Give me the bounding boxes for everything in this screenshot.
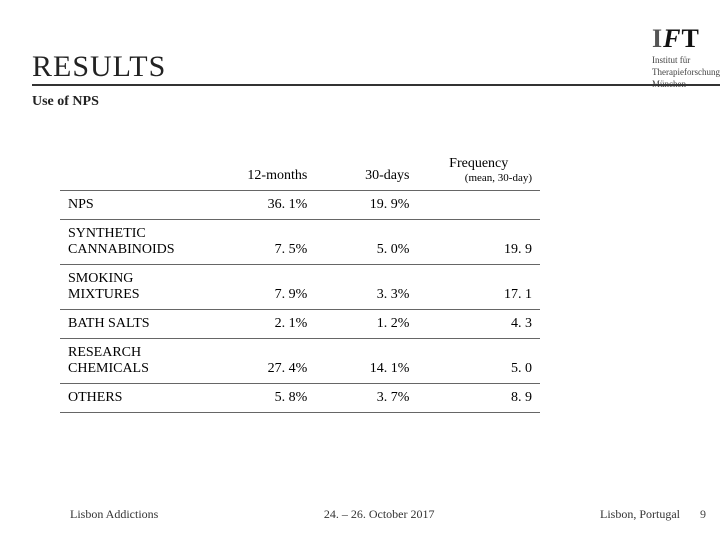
header: RESULTS I F T Institut für Therapieforsc… <box>32 38 720 90</box>
footer-left: Lisbon Addictions <box>70 507 158 522</box>
header-rule <box>32 84 720 86</box>
col-header-30days: 30-days <box>315 150 417 191</box>
data-table: 12-months 30-days Frequency (mean, 30-da… <box>60 150 540 413</box>
footer-center: 24. – 26. October 2017 <box>324 507 435 522</box>
row-label: OTHERS <box>60 384 213 413</box>
cell: 8. 9 <box>417 384 540 413</box>
footer: Lisbon Addictions 24. – 26. October 2017… <box>0 507 720 522</box>
table-row: NPS 36. 1% 19. 9% <box>60 191 540 220</box>
logo-letter-i: I <box>652 24 662 54</box>
row-label: SMOKING MIXTURES <box>60 265 213 310</box>
page-number: 9 <box>700 507 706 522</box>
cell: 3. 3% <box>315 265 417 310</box>
cell: 5. 0 <box>417 339 540 384</box>
footer-right: Lisbon, Portugal <box>600 507 680 522</box>
row-label: RESEARCH CHEMICALS <box>60 339 213 384</box>
table-row: RESEARCH CHEMICALS 27. 4% 14. 1% 5. 0 <box>60 339 540 384</box>
freq-subtitle: (mean, 30-day) <box>425 172 532 184</box>
row-label: BATH SALTS <box>60 310 213 339</box>
institute-line-1: Institut für <box>652 56 690 66</box>
table-row: SYNTHETIC CANNABINOIDS 7. 5% 5. 0% 19. 9 <box>60 220 540 265</box>
row-label: SYNTHETIC CANNABINOIDS <box>60 220 213 265</box>
cell: 19. 9% <box>315 191 417 220</box>
cell: 27. 4% <box>213 339 315 384</box>
row-label: NPS <box>60 191 213 220</box>
cell: 19. 9 <box>417 220 540 265</box>
freq-title: Frequency <box>425 156 532 172</box>
institute-line-2: Therapieforschung <box>652 68 720 78</box>
cell: 7. 9% <box>213 265 315 310</box>
subtitle: Use of NPS <box>32 94 99 110</box>
cell: 14. 1% <box>315 339 417 384</box>
cell: 4. 3 <box>417 310 540 339</box>
cell: 1. 2% <box>315 310 417 339</box>
col-header-empty <box>60 150 213 191</box>
cell: 17. 1 <box>417 265 540 310</box>
col-header-12months: 12-months <box>213 150 315 191</box>
cell: 5. 8% <box>213 384 315 413</box>
logo: I F T <box>652 24 699 54</box>
logo-letter-f: F <box>663 24 680 54</box>
cell <box>417 191 540 220</box>
cell: 3. 7% <box>315 384 417 413</box>
logo-block: I F T Institut für Therapieforschung Mün… <box>652 24 720 90</box>
cell: 2. 1% <box>213 310 315 339</box>
cell: 36. 1% <box>213 191 315 220</box>
table-row: SMOKING MIXTURES 7. 9% 3. 3% 17. 1 <box>60 265 540 310</box>
table-row: BATH SALTS 2. 1% 1. 2% 4. 3 <box>60 310 540 339</box>
logo-letter-t: T <box>681 24 698 54</box>
cell: 5. 0% <box>315 220 417 265</box>
col-header-frequency: Frequency (mean, 30-day) <box>417 150 540 191</box>
cell: 7. 5% <box>213 220 315 265</box>
table-row: OTHERS 5. 8% 3. 7% 8. 9 <box>60 384 540 413</box>
